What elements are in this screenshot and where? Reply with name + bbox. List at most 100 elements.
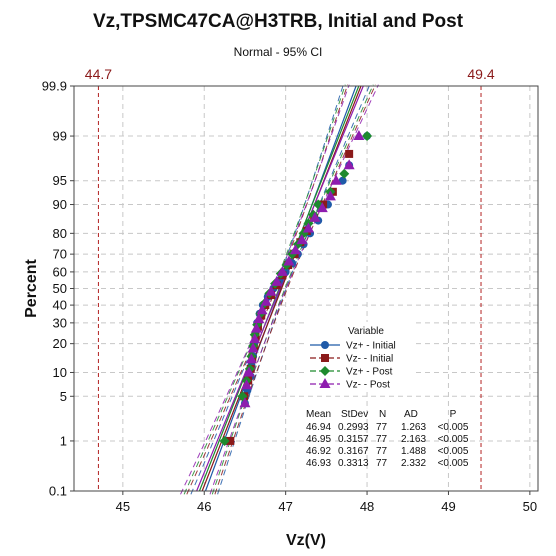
data-point <box>247 342 259 353</box>
y-tick-label: 10 <box>53 365 67 380</box>
legend-marker <box>321 354 329 362</box>
reference-line-label: 44.7 <box>85 66 112 82</box>
chart-title: Vz,TPSMC47CA@H3TRB, Initial and Post <box>93 11 464 32</box>
data-point <box>324 190 336 201</box>
grid-lines <box>74 85 538 492</box>
y-tick-label: 50 <box>53 281 67 296</box>
stats-cell: 46.93 <box>306 458 331 469</box>
stats-cell: 77 <box>376 458 388 469</box>
ci-upper-line <box>217 84 371 495</box>
data-point <box>271 275 283 286</box>
stats-cell: 46.95 <box>306 434 331 445</box>
data-point <box>260 295 272 306</box>
y-tick-label: 70 <box>53 247 67 262</box>
stats-cell: 2.332 <box>401 458 426 469</box>
stats-header: P <box>450 409 457 420</box>
y-axis-label: Percent <box>23 258 40 317</box>
y-tick-label: 0.1 <box>49 484 67 499</box>
chart-subtitle: Normal - 95% CI <box>234 45 323 59</box>
data-points <box>219 130 373 446</box>
stats-header: StDev <box>341 409 368 420</box>
stats-cell: <0.005 <box>438 458 469 469</box>
stats-cell: 77 <box>376 446 388 457</box>
data-point <box>243 366 255 377</box>
ci-upper-line <box>209 84 379 495</box>
data-point <box>345 149 354 158</box>
data-point <box>245 353 257 364</box>
stats-cell: 46.92 <box>306 446 331 457</box>
y-tick-label: 60 <box>53 264 67 279</box>
stats-cell: 2.163 <box>401 434 426 445</box>
stats-cell: 1.488 <box>401 446 426 457</box>
x-tick-label: 45 <box>116 499 130 514</box>
y-tick-label: 80 <box>53 226 67 241</box>
legend-marker <box>319 378 331 388</box>
stats-cell: <0.005 <box>438 422 469 433</box>
stats-cell: 0.3313 <box>338 458 369 469</box>
y-tick-label: 99 <box>53 129 67 144</box>
stats-cell: <0.005 <box>438 446 469 457</box>
data-point <box>316 202 328 213</box>
data-point <box>219 435 230 446</box>
data-point <box>226 436 235 445</box>
x-tick-label: 48 <box>360 499 374 514</box>
y-tick-label: 1 <box>60 433 67 448</box>
data-point <box>353 130 365 141</box>
data-point <box>250 322 262 333</box>
x-axis-ticks: 45 46 47 48 49 50 <box>116 491 537 514</box>
stats-header: Mean <box>306 409 331 420</box>
stats-cell: <0.005 <box>438 434 469 445</box>
stats-cell: 1.263 <box>401 422 426 433</box>
stats-cell: 46.94 <box>306 422 331 433</box>
fit-line <box>201 85 362 492</box>
data-point <box>289 244 301 255</box>
data-point <box>339 168 350 179</box>
legend-marker <box>320 366 330 376</box>
x-tick-label: 47 <box>278 499 292 514</box>
fit-line <box>204 85 357 492</box>
data-point <box>256 304 268 315</box>
data-point <box>330 174 342 185</box>
legend: Variable Vz+ - Initial Vz- - Initial Vz+ -… <box>308 322 414 391</box>
x-tick-label: 50 <box>523 499 537 514</box>
data-point <box>241 379 253 390</box>
legend-title: Variable <box>348 326 384 337</box>
data-point <box>362 131 373 142</box>
data-point <box>309 211 321 222</box>
stats-table: Mean StDev N AD P 46.94 0.2993 77 1.263 <0.005 46.… <box>306 409 469 469</box>
stats-cell: 77 <box>376 434 388 445</box>
y-tick-label: 20 <box>53 336 67 351</box>
reference-line-label: 49.4 <box>467 66 494 82</box>
data-point <box>276 265 288 276</box>
y-tick-label: 99.9 <box>42 78 67 93</box>
y-tick-label: 95 <box>53 173 67 188</box>
legend-marker <box>321 341 329 349</box>
data-point <box>302 222 314 233</box>
reference-lines: 44.7 49.4 <box>85 66 495 491</box>
data-point <box>249 333 261 344</box>
stats-cell: 0.2993 <box>338 422 369 433</box>
stats-cell: 0.3167 <box>338 446 369 457</box>
legend-label: Vz+ - Post <box>346 367 393 378</box>
stats-header: N <box>379 409 386 420</box>
ci-upper-line <box>214 84 376 495</box>
stats-cell: 0.3157 <box>338 434 369 445</box>
x-axis-label: Vz(V) <box>286 532 326 549</box>
legend-label: Vz- - Initial <box>346 354 393 365</box>
legend-label: Vz+ - Initial <box>346 341 396 352</box>
ci-upper-line <box>211 84 374 495</box>
data-point <box>253 313 265 324</box>
data-point <box>283 255 295 266</box>
stats-header: AD <box>404 409 418 420</box>
y-tick-label: 30 <box>53 315 67 330</box>
x-tick-label: 49 <box>441 499 455 514</box>
data-point <box>343 159 355 170</box>
y-tick-label: 5 <box>60 389 67 404</box>
data-point <box>296 234 308 245</box>
legend-label: Vz- - Post <box>346 380 390 391</box>
x-tick-label: 46 <box>197 499 211 514</box>
data-point <box>338 176 347 185</box>
data-point <box>239 397 251 408</box>
